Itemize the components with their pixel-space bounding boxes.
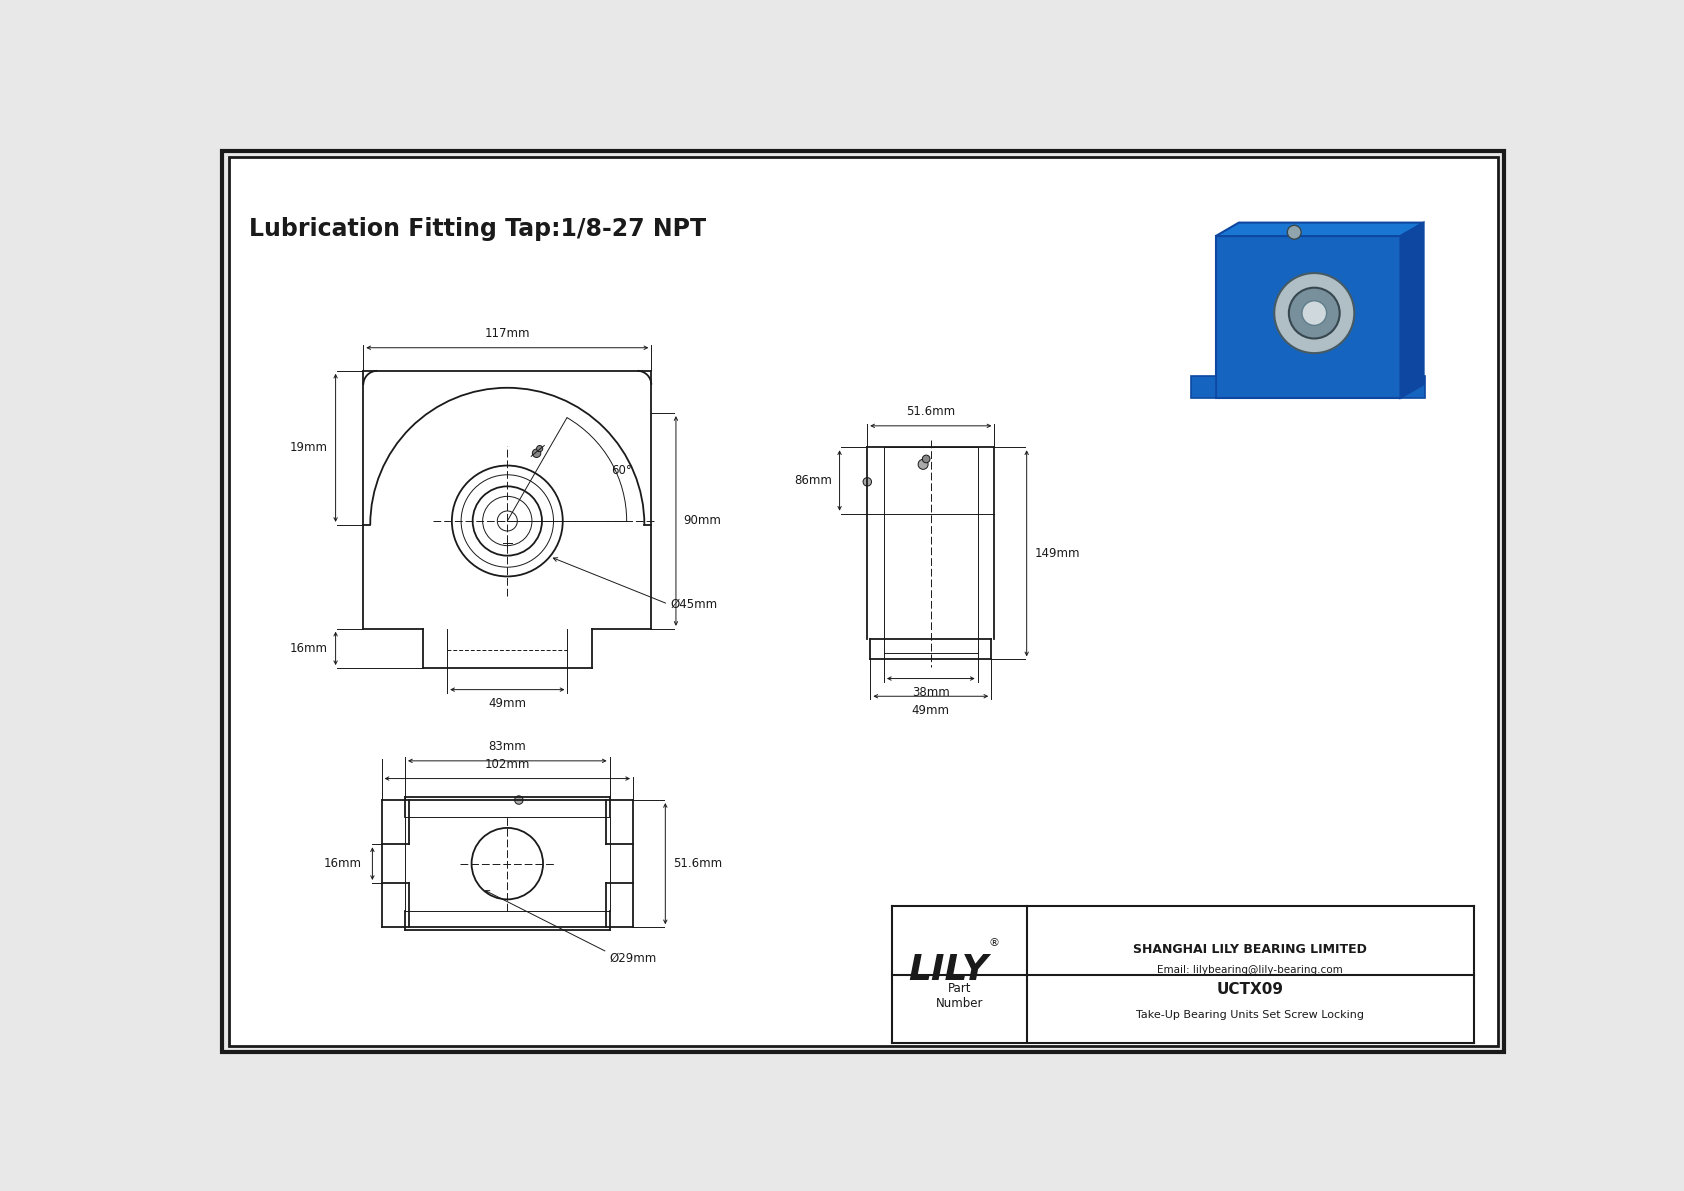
Text: 49mm: 49mm — [488, 697, 527, 710]
Polygon shape — [1401, 223, 1423, 398]
Text: Email: lilybearing@lily-bearing.com: Email: lilybearing@lily-bearing.com — [1157, 965, 1344, 975]
Circle shape — [515, 796, 524, 804]
Circle shape — [1302, 301, 1327, 325]
Text: 149mm: 149mm — [1034, 547, 1079, 560]
Text: Take-Up Bearing Units Set Screw Locking: Take-Up Bearing Units Set Screw Locking — [1137, 1010, 1364, 1019]
Text: 49mm: 49mm — [911, 704, 950, 717]
Text: 102mm: 102mm — [485, 757, 530, 771]
Text: Ø29mm: Ø29mm — [610, 952, 657, 965]
Text: 38mm: 38mm — [913, 686, 950, 699]
Text: 86mm: 86mm — [793, 474, 832, 487]
Text: LILY: LILY — [908, 953, 989, 987]
Polygon shape — [1401, 376, 1425, 398]
Circle shape — [923, 455, 930, 463]
Text: 16mm: 16mm — [323, 858, 362, 871]
Circle shape — [1288, 288, 1340, 338]
Text: Lubrication Fitting Tap:1/8-27 NPT: Lubrication Fitting Tap:1/8-27 NPT — [249, 217, 707, 241]
Text: ®: ® — [989, 939, 999, 948]
Text: SHANGHAI LILY BEARING LIMITED: SHANGHAI LILY BEARING LIMITED — [1133, 943, 1367, 956]
Polygon shape — [1216, 236, 1401, 398]
Circle shape — [1287, 225, 1302, 239]
Polygon shape — [1191, 376, 1216, 398]
Circle shape — [1275, 273, 1354, 353]
Text: Ø45mm: Ø45mm — [670, 598, 717, 611]
Text: 83mm: 83mm — [488, 740, 525, 753]
Text: 19mm: 19mm — [290, 442, 328, 454]
Text: 60°: 60° — [611, 464, 632, 478]
Text: Part
Number: Part Number — [936, 983, 983, 1010]
Circle shape — [918, 460, 928, 469]
Circle shape — [864, 478, 872, 486]
Text: 51.6mm: 51.6mm — [906, 405, 955, 418]
Text: 90mm: 90mm — [684, 515, 721, 528]
Text: 51.6mm: 51.6mm — [674, 858, 722, 871]
Text: 16mm: 16mm — [290, 642, 328, 655]
Circle shape — [532, 449, 541, 457]
Text: 117mm: 117mm — [485, 328, 530, 341]
Circle shape — [537, 445, 542, 451]
Polygon shape — [1216, 223, 1423, 236]
Text: UCTX09: UCTX09 — [1218, 983, 1283, 997]
